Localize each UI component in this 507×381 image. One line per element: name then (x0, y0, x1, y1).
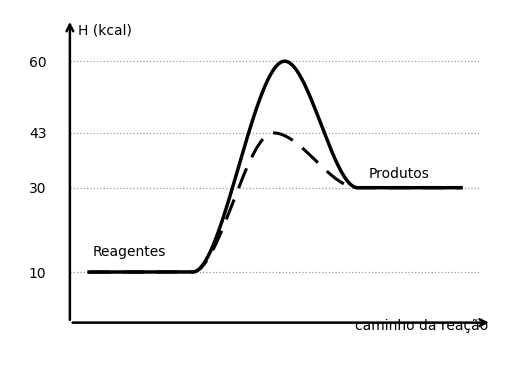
Text: Reagentes: Reagentes (93, 245, 166, 259)
Text: Produtos: Produtos (369, 167, 430, 181)
Text: H (kcal): H (kcal) (78, 23, 131, 37)
Text: caminho da reação: caminho da reação (355, 319, 488, 333)
